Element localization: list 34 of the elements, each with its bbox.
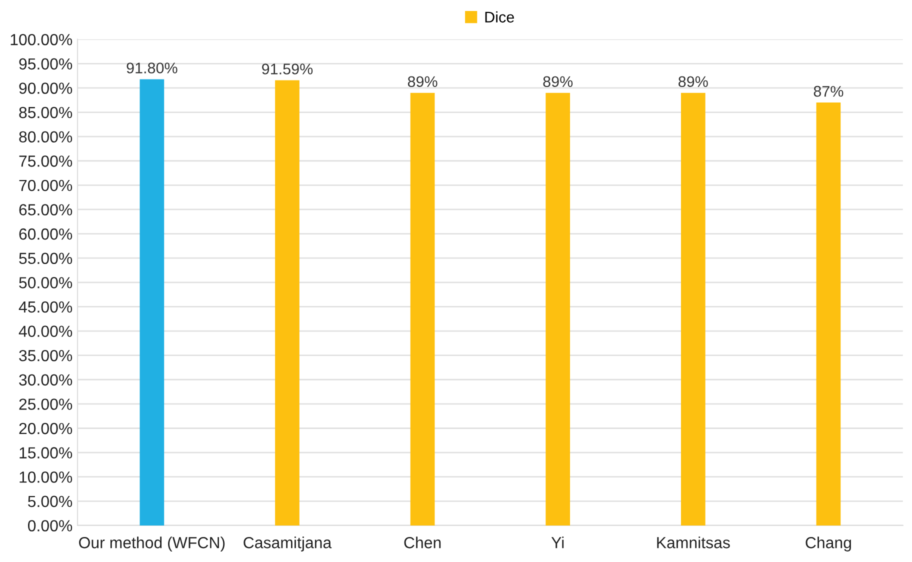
- y-tick-label: 70.00%: [19, 180, 72, 192]
- y-tick-label: 55.00%: [19, 252, 72, 264]
- y-tick-label: 35.00%: [19, 350, 72, 362]
- x-tick-label: Kamnitsas: [657, 536, 730, 548]
- y-tick-label: 25.00%: [19, 398, 72, 410]
- y-tick-label: 90.00%: [19, 82, 72, 94]
- data-label: 89%: [678, 76, 708, 88]
- data-label: 89%: [408, 76, 438, 88]
- y-tick-label: 50.00%: [19, 277, 72, 288]
- x-tick-label: Chang: [806, 536, 851, 552]
- data-label: 91.80%: [126, 62, 178, 74]
- y-tick-label: 75.00%: [19, 156, 72, 167]
- y-tick-label: 60.00%: [19, 228, 72, 240]
- data-label: 89%: [543, 76, 573, 88]
- x-tick-label: Our method (WFCN): [79, 536, 225, 552]
- y-tick-label: 80.00%: [19, 131, 72, 143]
- y-tick-label: 30.00%: [19, 374, 72, 386]
- x-tick-label: Casamitjana: [244, 536, 332, 552]
- x-tick-label: Yi: [551, 536, 564, 548]
- y-tick-label: 40.00%: [18, 326, 72, 337]
- y-tick-label: 20.00%: [19, 422, 72, 434]
- y-tick-label: 0.00%: [28, 520, 72, 532]
- y-tick-label: 65.00%: [19, 204, 72, 216]
- data-label: 87%: [814, 86, 844, 97]
- y-tick-label: 100.00%: [10, 34, 72, 46]
- y-tick-label: 5.00%: [28, 496, 72, 508]
- y-tick-label: 95.00%: [19, 58, 72, 70]
- y-tick-label: 45.00%: [18, 301, 72, 313]
- y-tick-label: 85.00%: [19, 106, 72, 118]
- y-tick-label: 15.00%: [20, 447, 72, 458]
- legend-label: Dice: [485, 11, 514, 23]
- y-tick-label: 10.00%: [20, 471, 72, 483]
- data-label: 91.59%: [262, 64, 313, 74]
- x-tick-label: Chen: [404, 536, 441, 548]
